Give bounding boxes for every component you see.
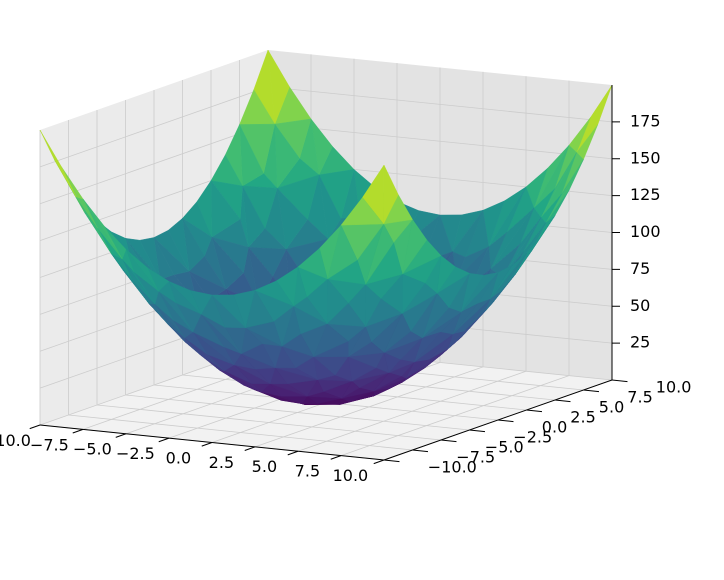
y-tick — [440, 439, 457, 443]
y-tick-label: −10.0 — [428, 457, 477, 476]
y-tick — [526, 409, 543, 413]
y-tick-label: 0.0 — [542, 417, 567, 436]
surface-triangle — [211, 294, 246, 328]
surface-mesh — [39, 49, 613, 405]
y-tick — [469, 429, 486, 433]
x-tick — [201, 442, 213, 447]
z-tick-label: 75 — [630, 259, 650, 278]
grid-line-z-back — [267, 123, 613, 160]
z-tick-label: 150 — [630, 148, 661, 167]
x-tick — [244, 446, 256, 451]
surface-triangle — [297, 248, 328, 280]
y-tick — [412, 449, 429, 453]
x-tick — [158, 437, 170, 443]
y-tick — [383, 459, 400, 463]
grid-line-y-floor — [96, 404, 442, 441]
x-tick — [72, 428, 84, 434]
y-tick-label: −5.0 — [485, 437, 524, 456]
x-tick-label: 10.0 — [333, 466, 369, 485]
y-tick-label: 7.5 — [627, 387, 652, 406]
y-tick — [583, 389, 600, 393]
x-tick — [115, 433, 127, 438]
y-tick-label: 10.0 — [656, 377, 692, 396]
x-tick — [29, 424, 41, 430]
x-tick — [330, 455, 342, 460]
x-tick — [287, 450, 299, 456]
x-tick-label: −2.5 — [116, 444, 155, 463]
grid-line-z-left — [39, 123, 269, 205]
x-tick-label: 7.5 — [295, 462, 320, 481]
surface-triangle — [254, 280, 294, 307]
z-tick-label: 25 — [630, 333, 650, 352]
x-tick-label: −5.0 — [73, 440, 112, 459]
y-tick-label: −2.5 — [513, 427, 552, 446]
z-tick-label: 125 — [630, 185, 661, 204]
surface-triangle — [39, 129, 77, 198]
y-tick — [554, 399, 571, 403]
y-tick-label: 2.5 — [570, 407, 595, 426]
x-tick-label: −7.5 — [30, 435, 69, 454]
tick-labels: −10.0−7.5−5.0−2.50.02.55.07.510.0−10.0−7… — [0, 111, 692, 485]
surface-triangle — [340, 197, 384, 226]
y-tick — [497, 419, 514, 423]
grid-line-z-back — [267, 86, 613, 123]
z-tick-label: 50 — [630, 296, 650, 315]
grid-line-z-left — [39, 86, 269, 168]
grid-line-y-floor — [68, 414, 413, 451]
y-tick-label: −7.5 — [456, 447, 495, 466]
surface-triangle — [125, 249, 159, 292]
x-tick-label: 0.0 — [166, 448, 191, 467]
y-tick-label: 5.0 — [599, 397, 624, 416]
y-tick — [611, 379, 628, 383]
z-tick-label: 175 — [630, 111, 661, 130]
surface-triangle — [82, 198, 123, 260]
tick-marks — [29, 121, 628, 465]
x-tick-label: 2.5 — [209, 453, 234, 472]
surface-triangle — [168, 281, 202, 315]
grid-line-y-floor — [125, 394, 470, 431]
z-tick-label: 100 — [630, 222, 661, 241]
x-tick — [373, 459, 385, 465]
x-tick-label: 5.0 — [252, 457, 277, 476]
x-tick-label: −10.0 — [0, 431, 31, 450]
